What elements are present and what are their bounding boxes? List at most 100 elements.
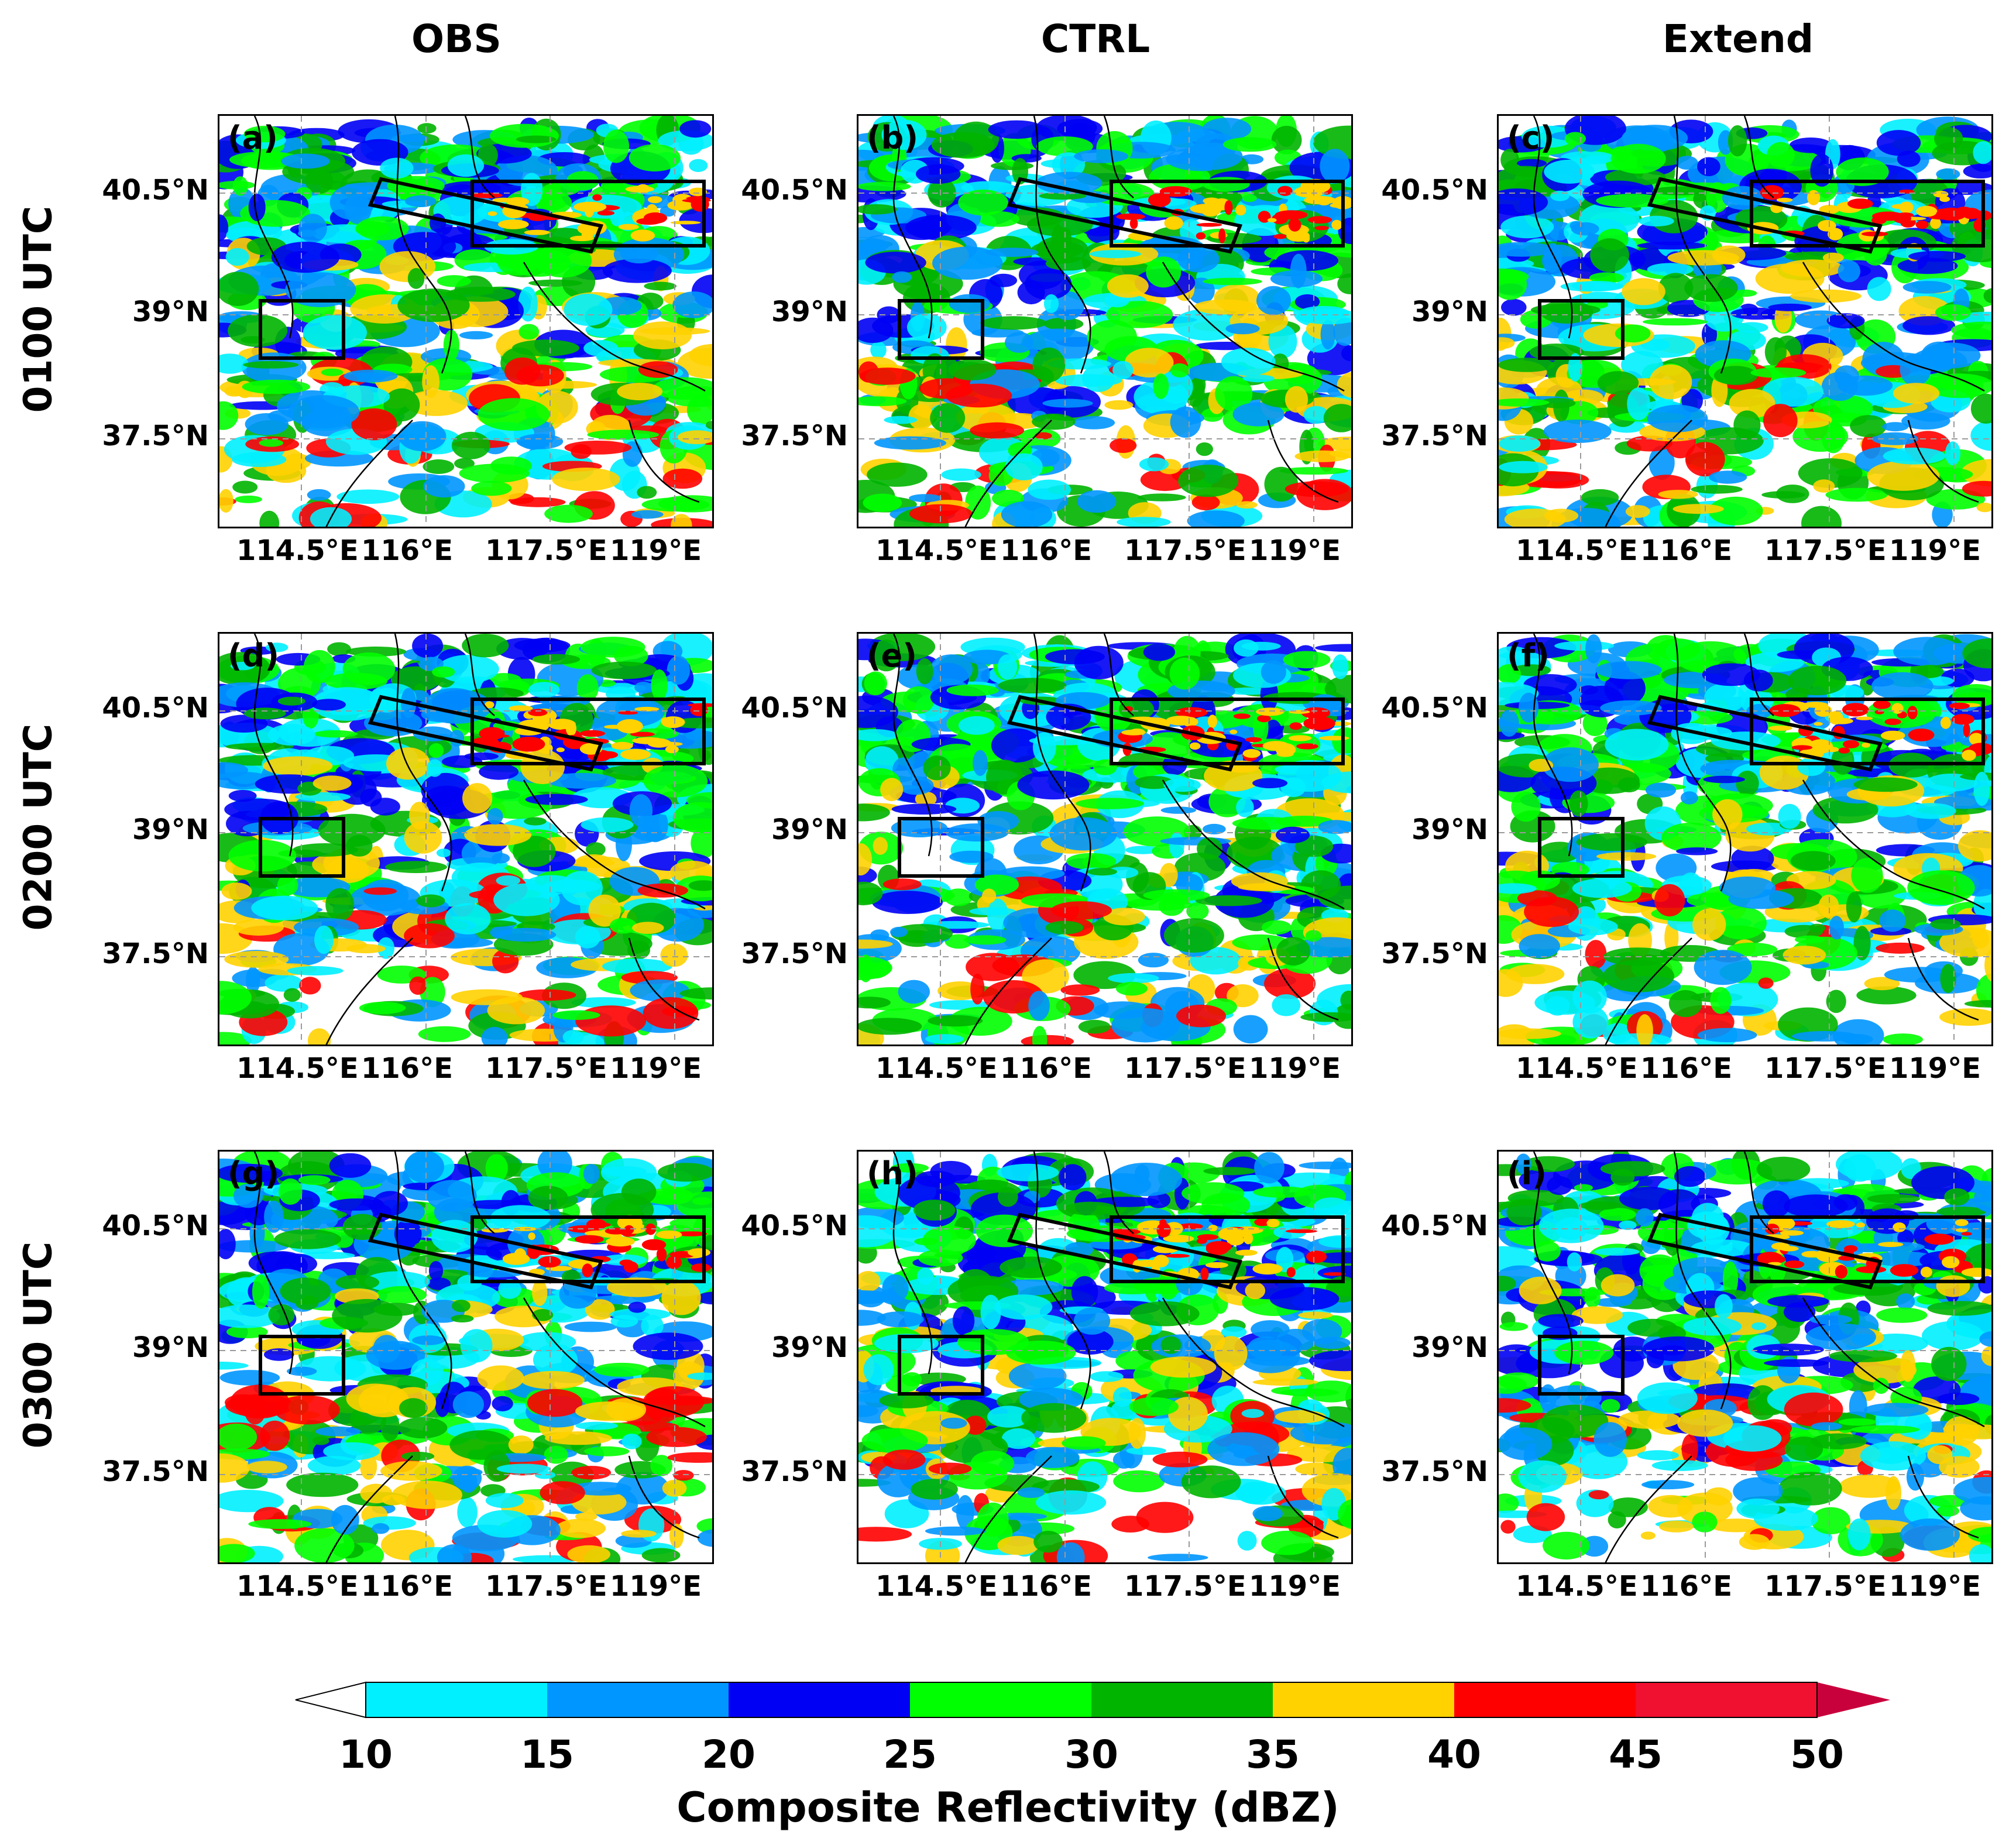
latitude-tick-label: 37.5°N <box>741 420 848 452</box>
longitude-tick-label: 114.5°E <box>1516 1570 1638 1603</box>
row-title-0200: 0200 UTC <box>15 723 61 931</box>
reflectivity-field <box>1499 634 1991 1045</box>
colorbar-segment <box>1091 1682 1273 1717</box>
colorbar-tick-label: 20 <box>702 1732 755 1777</box>
map-panel: (b) <box>857 114 1353 528</box>
longitude-tick-label: 119°E <box>610 534 702 567</box>
panel-label: (d) <box>228 637 280 674</box>
longitude-tick-label: 116°E <box>361 1570 453 1603</box>
longitude-tick-label: 116°E <box>1640 1570 1732 1603</box>
latitude-tick-label: 40.5°N <box>102 1210 209 1242</box>
border-lines <box>1533 116 1985 527</box>
box-diagonal <box>1647 695 1883 772</box>
map-panel: (f) <box>1497 632 1993 1046</box>
longitude-tick-label: 117.5°E <box>485 1570 607 1603</box>
latitude-tick-label: 40.5°N <box>1381 174 1488 207</box>
colorbar-tick-label: 50 <box>1790 1732 1844 1777</box>
longitude-tick-label: 117.5°E <box>1764 1052 1887 1085</box>
map-panel: (d) <box>218 632 714 1046</box>
box-southwest <box>898 299 984 360</box>
colorbar-over-arrow <box>1817 1682 1890 1717</box>
latitude-tick-label: 39°N <box>132 813 209 846</box>
box-northeast <box>470 180 706 248</box>
longitude-tick-label: 117.5°E <box>1764 534 1887 567</box>
latitude-tick-label: 37.5°N <box>741 1455 848 1488</box>
colorbar-tick-label: 10 <box>339 1732 393 1777</box>
latitude-tick-label: 37.5°N <box>102 937 209 970</box>
reflectivity-field <box>858 634 1351 1045</box>
latitude-tick-label: 37.5°N <box>741 937 848 970</box>
longitude-tick-label: 116°E <box>1000 1570 1092 1603</box>
latitude-tick-label: 40.5°N <box>741 1210 848 1242</box>
colorbar-tick-label: 40 <box>1427 1732 1481 1777</box>
longitude-tick-label: 119°E <box>1249 1052 1341 1085</box>
border-lines <box>253 1152 706 1562</box>
colorbar-segment <box>1636 1682 1817 1717</box>
longitude-tick-label: 119°E <box>1889 1570 1981 1603</box>
longitude-tick-label: 114.5°E <box>875 1052 998 1085</box>
border-lines <box>1533 634 1985 1045</box>
longitude-tick-label: 116°E <box>1640 1052 1732 1085</box>
border-lines <box>892 1152 1345 1562</box>
box-northeast <box>1750 180 1985 248</box>
reflectivity-field <box>1499 116 1991 527</box>
longitude-tick-label: 119°E <box>610 1052 702 1085</box>
longitude-tick-label: 116°E <box>361 534 453 567</box>
longitude-tick-label: 117.5°E <box>485 534 607 567</box>
panel-label: (f) <box>1507 637 1550 674</box>
longitude-tick-label: 119°E <box>610 1570 702 1603</box>
longitude-tick-label: 116°E <box>1000 1052 1092 1085</box>
latitude-tick-label: 39°N <box>1411 1331 1488 1364</box>
longitude-tick-label: 114.5°E <box>236 1570 359 1603</box>
latitude-tick-label: 40.5°N <box>1381 1210 1488 1242</box>
box-northeast <box>1750 698 1985 765</box>
colorbar-tick-label: 35 <box>1246 1732 1300 1777</box>
colorbar-segment <box>729 1682 910 1717</box>
latitude-tick-label: 39°N <box>132 1331 209 1364</box>
column-title-obs: OBS <box>411 16 502 61</box>
map-panel: (h) <box>857 1150 1353 1564</box>
border-lines <box>253 116 706 527</box>
latitude-tick-label: 37.5°N <box>1381 937 1488 970</box>
box-northeast <box>470 698 706 765</box>
box-southwest <box>1538 817 1625 878</box>
panel-label: (b) <box>867 119 919 156</box>
map-panel: (a) <box>218 114 714 528</box>
latitude-tick-label: 39°N <box>771 296 848 328</box>
longitude-tick-label: 114.5°E <box>236 534 359 567</box>
box-southwest <box>898 817 984 878</box>
longitude-tick-label: 114.5°E <box>1516 1052 1638 1085</box>
border-lines <box>1533 1152 1985 1562</box>
box-diagonal <box>1647 177 1883 254</box>
box-southwest <box>259 817 345 878</box>
latitude-tick-label: 37.5°N <box>1381 1455 1488 1488</box>
panel-label: (h) <box>867 1155 918 1192</box>
latitude-tick-label: 39°N <box>1411 813 1488 846</box>
row-title-0300: 0300 UTC <box>15 1241 61 1449</box>
box-diagonal <box>368 1212 604 1290</box>
map-panel: (g) <box>218 1150 714 1564</box>
reflectivity-field <box>219 116 712 527</box>
colorbar-segment <box>547 1682 729 1717</box>
colorbar-tick-label: 15 <box>520 1732 574 1777</box>
latitude-tick-label: 40.5°N <box>102 174 209 207</box>
longitude-tick-label: 114.5°E <box>1516 534 1638 567</box>
colorbar-segment <box>366 1682 547 1717</box>
box-diagonal <box>1007 695 1243 772</box>
box-northeast <box>470 1215 706 1283</box>
colorbar-tick-label: 25 <box>883 1732 937 1777</box>
latitude-tick-label: 37.5°N <box>102 1455 209 1488</box>
longitude-tick-label: 119°E <box>1249 534 1341 567</box>
box-northeast <box>1750 1215 1985 1283</box>
latitude-tick-label: 39°N <box>771 813 848 846</box>
map-panel: (e) <box>857 632 1353 1046</box>
box-diagonal <box>368 695 604 772</box>
colorbar-tick-label: 45 <box>1609 1732 1663 1777</box>
longitude-tick-label: 114.5°E <box>236 1052 359 1085</box>
reflectivity-field <box>858 1152 1351 1562</box>
box-diagonal <box>1007 177 1243 254</box>
map-panel: (i) <box>1497 1150 1993 1564</box>
colorbar-segment <box>910 1682 1091 1717</box>
longitude-tick-label: 119°E <box>1889 1052 1981 1085</box>
reflectivity-field <box>219 634 712 1045</box>
